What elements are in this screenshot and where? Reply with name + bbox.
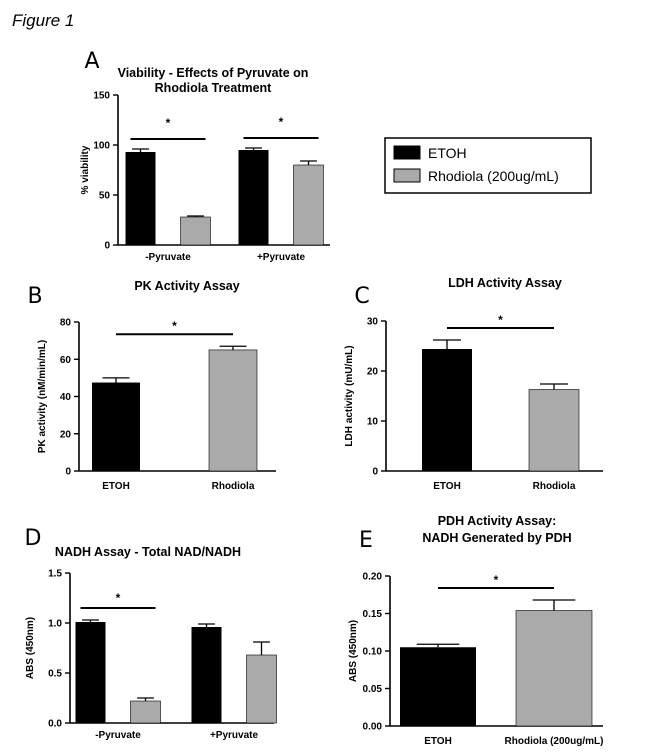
y-axis-label: ABS (450nm) bbox=[25, 617, 36, 679]
y-tick-label: 20 bbox=[367, 367, 379, 378]
y-tick-label: 20 bbox=[60, 429, 72, 440]
bar bbox=[191, 627, 222, 723]
significance-star: * bbox=[498, 313, 503, 327]
x-tick-label: ETOH bbox=[424, 736, 452, 747]
x-tick-label: Rhodiola bbox=[212, 481, 255, 492]
chart-title: Rhodiola Treatment bbox=[155, 81, 273, 95]
significance-star: * bbox=[279, 115, 284, 129]
bar bbox=[400, 647, 476, 726]
chart-title: NADH Assay - Total NAD/NADH bbox=[55, 545, 241, 559]
y-tick-label: 0.5 bbox=[48, 669, 62, 680]
panel-d: D NADH Assay - Total NAD/NADH 0.0 0.5 1.0 1.5… bbox=[25, 526, 277, 741]
legend-label: Rhodiola (200ug/mL) bbox=[428, 168, 559, 184]
bar bbox=[293, 164, 324, 246]
bar bbox=[515, 610, 593, 727]
panel-letter: E bbox=[359, 528, 373, 553]
y-tick-label: 1.0 bbox=[48, 619, 62, 630]
bar bbox=[246, 654, 277, 724]
x-tick-label: ETOH bbox=[433, 481, 461, 492]
x-tick-label: Rhodiola (200ug/mL) bbox=[505, 736, 604, 747]
y-tick-label: 30 bbox=[367, 317, 379, 328]
bar bbox=[130, 700, 161, 724]
bar bbox=[208, 349, 258, 472]
panel-e: E PDH Activity Assay: NADH Generated by PD… bbox=[348, 514, 603, 747]
figure-title: Figure 1 bbox=[12, 11, 74, 30]
chart-title: Viability - Effects of Pyruvate on bbox=[118, 66, 309, 80]
panel-letter: A bbox=[84, 49, 99, 74]
y-axis-label: LDH activity (mU/mL) bbox=[344, 345, 355, 446]
x-tick-label: +Pyruvate bbox=[210, 730, 259, 741]
bar bbox=[422, 349, 472, 471]
legend-swatch bbox=[393, 168, 421, 183]
y-axis-label: % viability bbox=[80, 145, 91, 194]
significance-star: * bbox=[116, 591, 121, 605]
bar bbox=[75, 622, 106, 723]
panel-letter: B bbox=[27, 284, 42, 309]
panel-a: A Viability - Effects of Pyruvate onRhodi… bbox=[80, 49, 330, 263]
x-tick-label: -Pyruvate bbox=[145, 252, 191, 263]
y-tick-label: 0 bbox=[372, 467, 378, 478]
chart-title: NADH Generated by PDH bbox=[422, 531, 571, 545]
bar bbox=[125, 152, 156, 245]
chart-title: PDH Activity Assay: bbox=[438, 514, 557, 528]
significance-star: * bbox=[494, 573, 499, 587]
chart-title: PK Activity Assay bbox=[134, 279, 239, 293]
y-tick-label: 0.10 bbox=[363, 647, 383, 658]
y-axis-label: PK activity (nM/min/mL) bbox=[37, 340, 48, 453]
y-tick-label: 0.20 bbox=[363, 572, 383, 583]
x-tick-label: -Pyruvate bbox=[95, 730, 141, 741]
y-tick-label: 100 bbox=[93, 141, 110, 152]
y-tick-label: 0.05 bbox=[363, 684, 383, 695]
y-tick-label: 60 bbox=[60, 355, 72, 366]
x-tick-label: +Pyruvate bbox=[257, 252, 306, 263]
bar bbox=[92, 382, 140, 471]
y-tick-label: 0.15 bbox=[363, 609, 383, 620]
y-tick-label: 80 bbox=[60, 318, 72, 329]
panel-letter: C bbox=[354, 284, 369, 309]
bar bbox=[528, 389, 580, 472]
x-tick-label: Rhodiola bbox=[533, 481, 576, 492]
panel-letter: D bbox=[25, 526, 42, 551]
y-axis-label: ABS (450nm) bbox=[348, 620, 359, 682]
panel-c: C LDH Activity Assay 0 10 20 30 LDH activity (… bbox=[344, 276, 603, 492]
y-tick-label: 1.5 bbox=[48, 569, 62, 580]
significance-star: * bbox=[172, 319, 177, 333]
legend-label: ETOH bbox=[428, 145, 467, 161]
bar bbox=[238, 150, 269, 245]
chart-title: LDH Activity Assay bbox=[448, 276, 562, 290]
x-tick-label: ETOH bbox=[102, 481, 130, 492]
y-tick-label: 50 bbox=[99, 191, 111, 202]
panel-b: B PK Activity Assay 0 20 40 60 80 PK activity (… bbox=[27, 279, 276, 492]
y-tick-label: 0.0 bbox=[48, 719, 62, 730]
chart-panels: A Viability - Effects of Pyruvate onRhodi… bbox=[25, 49, 604, 747]
y-tick-label: 0 bbox=[104, 241, 110, 252]
y-tick-label: 10 bbox=[367, 417, 379, 428]
y-tick-label: 0.00 bbox=[363, 722, 383, 733]
y-tick-label: 0 bbox=[65, 467, 71, 478]
significance-star: * bbox=[166, 116, 171, 130]
y-tick-label: 150 bbox=[93, 91, 110, 102]
bar bbox=[180, 216, 211, 246]
legend: ETOH Rhodiola (200ug/mL) bbox=[384, 137, 592, 194]
legend-swatch bbox=[393, 145, 421, 160]
y-tick-label: 40 bbox=[60, 392, 72, 403]
